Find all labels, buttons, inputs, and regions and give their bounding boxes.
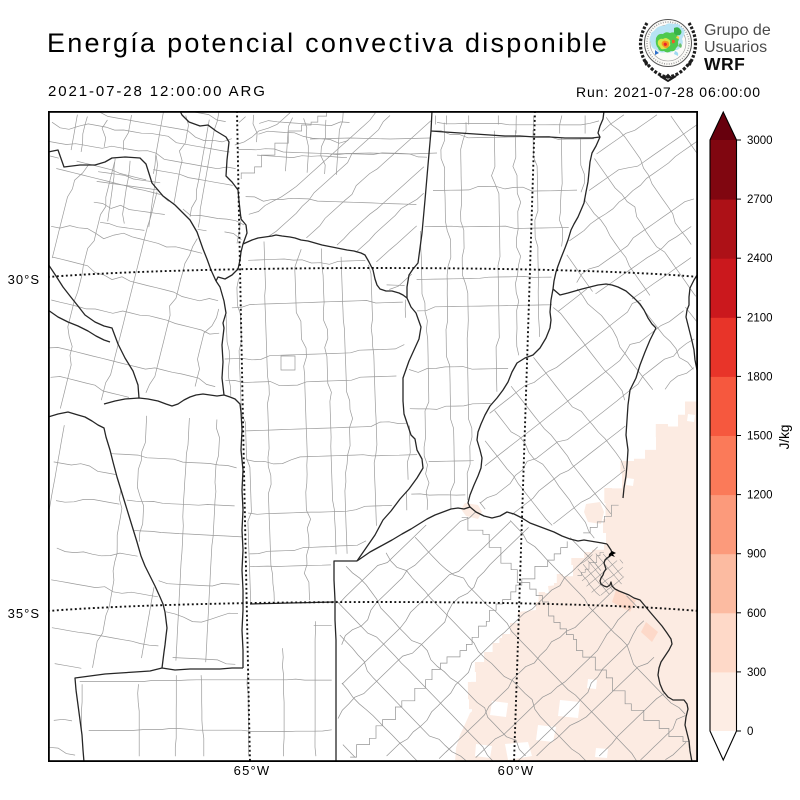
- svg-text:900: 900: [747, 549, 766, 561]
- svg-text:2700: 2700: [747, 194, 773, 206]
- svg-text:1500: 1500: [747, 431, 773, 443]
- svg-text:1800: 1800: [747, 371, 773, 383]
- svg-text:Grupo de: Grupo de: [704, 22, 771, 39]
- svg-text:0: 0: [747, 726, 753, 738]
- svg-text:2400: 2400: [747, 253, 773, 265]
- svg-text:Usuarios: Usuarios: [704, 39, 767, 56]
- svg-text:600: 600: [747, 608, 766, 620]
- svg-text:1200: 1200: [747, 490, 773, 502]
- svg-text:3000: 3000: [747, 135, 773, 147]
- svg-text:2100: 2100: [747, 312, 773, 324]
- svg-text:WRF: WRF: [704, 54, 745, 74]
- svg-text:300: 300: [747, 667, 766, 679]
- svg-text:J/kg: J/kg: [777, 425, 792, 450]
